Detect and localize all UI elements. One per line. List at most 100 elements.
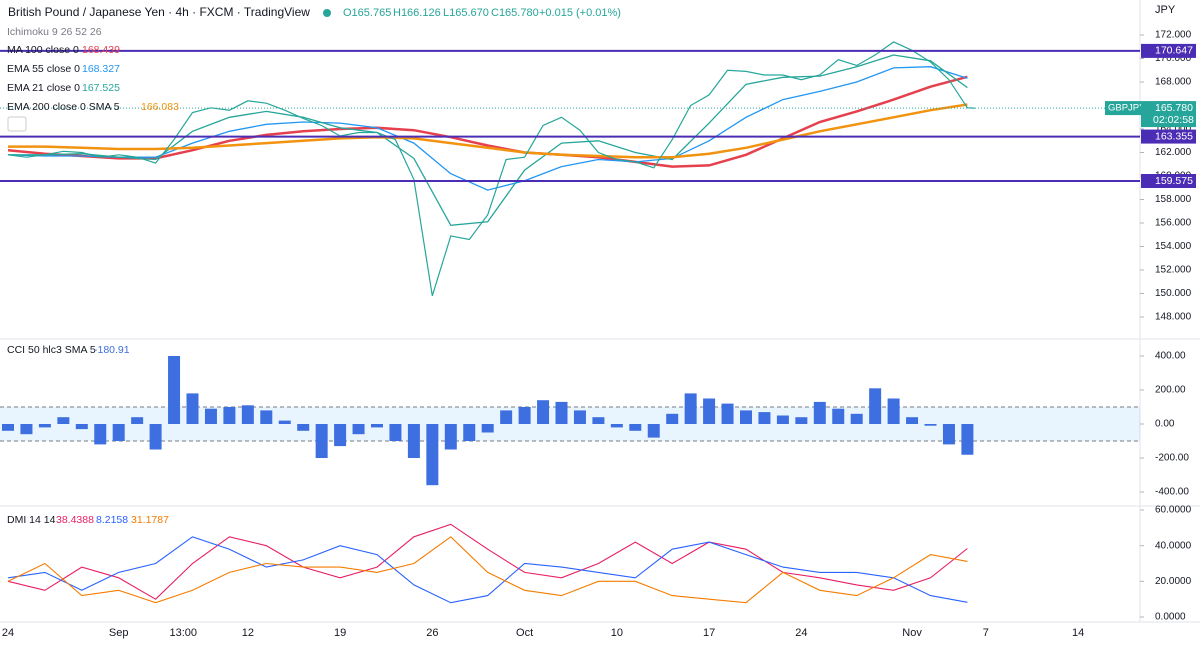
cci-bar — [537, 400, 550, 424]
y-tick-label: 158.000 — [1155, 194, 1192, 205]
y-tick-label: 154.000 — [1155, 241, 1192, 252]
level-label-bg — [1141, 173, 1196, 188]
level-label: 163.355 — [1155, 130, 1193, 142]
x-tick-label: 24 — [2, 627, 14, 639]
y-tick-label: 170.000 — [1155, 53, 1192, 64]
dmi-line — [7, 536, 968, 604]
moving-average-line — [8, 103, 968, 159]
ichimoku-legend: Ichimoku 9 26 52 26 — [7, 26, 102, 38]
cci-bar — [518, 407, 531, 424]
cci-bar — [38, 424, 51, 428]
price-line — [7, 41, 975, 296]
y-tick-label: 162.000 — [1155, 147, 1192, 158]
cci-bar — [684, 393, 697, 424]
y-tick-label: 164.000 — [1155, 124, 1192, 135]
y-tick-label: 168.000 — [1155, 77, 1192, 88]
y-tick-label: 60.0000 — [1155, 505, 1192, 516]
cci-bar — [297, 424, 310, 431]
cci-bar — [260, 410, 273, 424]
cci-bar — [389, 424, 402, 441]
x-tick-label: 17 — [703, 627, 715, 639]
cci-bar — [610, 424, 623, 428]
cci-bar — [315, 424, 328, 458]
cci-bar — [961, 424, 974, 455]
y-tick-label: 156.000 — [1155, 218, 1192, 229]
legend-name: EMA 55 close 0 — [7, 63, 80, 75]
symbol-badge — [1105, 101, 1141, 116]
dmi-value: 8.2158 — [96, 514, 128, 526]
cci-bar — [186, 393, 199, 424]
legend-name: EMA 200 close 0 SMA 5 — [7, 101, 120, 113]
ohlc-open: O165.765 — [343, 7, 391, 19]
cci-bar — [832, 408, 845, 424]
y-tick-label: 150.000 — [1155, 288, 1192, 299]
ohlc-change: +0.015 (+0.01%) — [539, 7, 621, 19]
cci-bar — [278, 420, 291, 424]
cci-bar — [426, 424, 439, 486]
moving-average-line — [7, 66, 968, 191]
x-tick-label: 24 — [795, 627, 807, 639]
y-tick-label: 152.000 — [1155, 265, 1192, 276]
cci-bar — [131, 417, 144, 424]
x-tick-label: 12 — [242, 627, 254, 639]
y-tick-label: 0.00 — [1155, 419, 1175, 430]
cci-bar — [906, 417, 919, 424]
level-label: 159.575 — [1155, 175, 1193, 187]
cci-bar — [500, 410, 513, 424]
x-tick-label: 26 — [426, 627, 438, 639]
legend-value: 167.525 — [82, 82, 120, 94]
cci-bar — [241, 405, 254, 424]
dmi-value: 31.1787 — [131, 514, 169, 526]
collapse-button[interactable] — [7, 116, 27, 132]
cci-bar — [2, 424, 14, 431]
cci-bar — [924, 424, 937, 426]
legend-value: 168.439 — [82, 44, 120, 56]
cci-bar — [94, 424, 107, 445]
cci-bar — [481, 424, 494, 433]
x-tick-label: Nov — [902, 627, 922, 639]
cci-bar — [721, 403, 734, 424]
ohlc-close: C165.780 — [491, 7, 539, 19]
status-dot — [323, 9, 331, 17]
y-tick-label: 400.00 — [1155, 351, 1186, 362]
y-tick-label: -400.00 — [1155, 487, 1189, 498]
y-tick-label: 148.000 — [1155, 312, 1192, 323]
price-badge — [1141, 101, 1196, 128]
dmi-value: 38.4388 — [56, 514, 94, 526]
level-label-bg — [1141, 43, 1196, 58]
legend-name: MA 100 close 0 — [7, 44, 79, 56]
cci-bar — [703, 398, 716, 424]
cci-bar — [813, 401, 826, 424]
y-tick-label: 0.0000 — [1155, 612, 1186, 623]
legend-value: 168.327 — [82, 63, 120, 75]
ohlc-low: L165.670 — [443, 7, 489, 19]
y-tick-label: -200.00 — [1155, 453, 1189, 464]
chart-title: British Pound / Japanese Yen · 4h · FXCM… — [8, 5, 310, 19]
cci-bar — [223, 407, 236, 424]
y-tick-label: 40.0000 — [1155, 540, 1192, 551]
moving-average-line — [7, 75, 968, 168]
legend-value: 166.083 — [141, 101, 179, 113]
cci-bar — [20, 424, 33, 435]
cci-bar — [75, 424, 88, 430]
cci-bar — [371, 424, 383, 428]
x-tick-label: 7 — [983, 627, 989, 639]
cci-bar — [57, 417, 70, 424]
x-tick-label: 19 — [334, 627, 346, 639]
cci-bar — [629, 424, 642, 431]
cci-legend: CCI 50 hlc3 SMA 5 — [7, 344, 96, 356]
cci-bar — [887, 398, 900, 424]
cci-bar — [592, 417, 605, 424]
x-tick-label: Oct — [516, 627, 533, 639]
x-tick-label: Sep — [109, 627, 129, 639]
cci-bar — [149, 424, 162, 450]
cci-bar — [407, 424, 420, 458]
cci-bar — [352, 424, 365, 435]
x-tick-label: 14 — [1072, 627, 1084, 639]
moving-average-line — [8, 54, 968, 226]
cci-bar — [776, 415, 789, 424]
cci-bar — [204, 408, 217, 424]
y-tick-label: 200.00 — [1155, 385, 1186, 396]
cci-bar — [463, 424, 476, 441]
